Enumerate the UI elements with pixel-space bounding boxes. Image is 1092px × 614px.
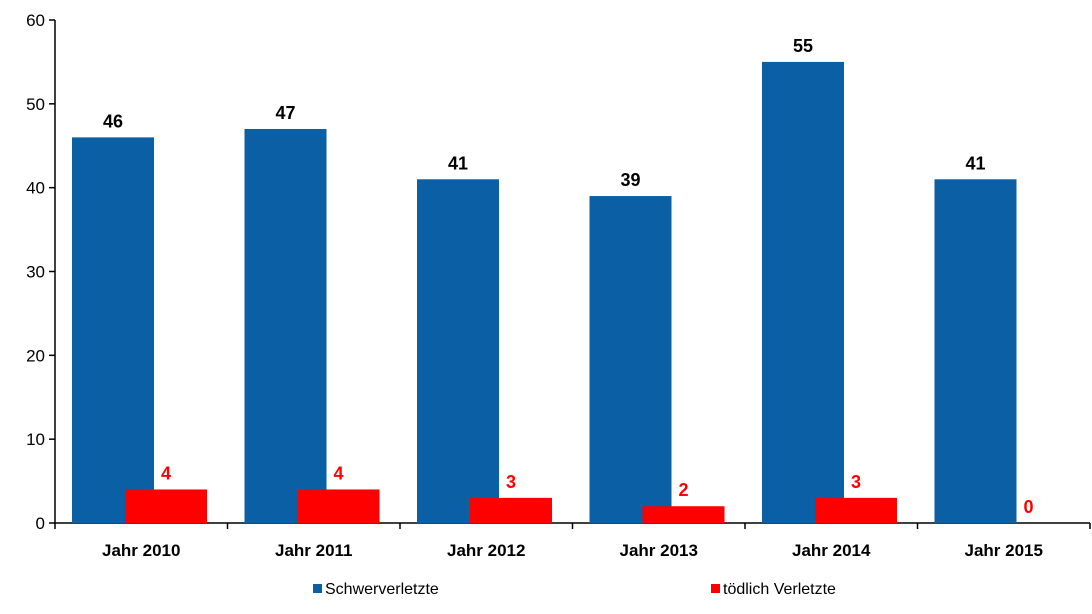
bar-schwerverletzte — [589, 196, 672, 524]
data-label-schwerverletzte: 41 — [965, 153, 985, 173]
x-tick-label: Jahr 2013 — [620, 541, 698, 560]
x-tick-label: Jahr 2010 — [102, 541, 180, 560]
data-label-schwerverletzte: 46 — [103, 111, 123, 131]
data-label-toedlich-verletzte: 3 — [851, 472, 861, 492]
data-label-schwerverletzte: 47 — [275, 103, 295, 123]
x-tick-label: Jahr 2012 — [447, 541, 525, 560]
bar-schwerverletzte — [762, 61, 844, 524]
bar-schwerverletzte — [417, 179, 499, 524]
data-labels: 46 4 47 4 41 3 39 2 55 3 41 0 — [103, 36, 1034, 517]
bar-toedlich-verletzte — [125, 489, 207, 523]
bar-schwerverletzte — [72, 137, 154, 523]
bar-toedlich-verletzte — [815, 497, 897, 523]
x-tick-label: Jahr 2014 — [792, 541, 871, 560]
y-tick-label: 40 — [26, 179, 45, 198]
legend-item-toedlich-verletzte: tödlich Verletzte — [723, 581, 836, 598]
bar-schwerverletzte — [934, 179, 1017, 524]
legend-item-schwerverletzte: Schwerverletzte — [325, 581, 439, 598]
data-label-toedlich-verletzte: 4 — [333, 463, 343, 483]
y-tick-label: 10 — [26, 430, 45, 449]
data-label-schwerverletzte: 41 — [448, 153, 468, 173]
legend-swatch-schwerverletzte — [313, 584, 322, 593]
data-label-toedlich-verletzte: 4 — [161, 463, 171, 483]
bar-toedlich-verletzte — [470, 497, 552, 523]
legend-swatch-toedlich-verletzte — [711, 584, 720, 593]
data-label-schwerverletzte: 55 — [793, 36, 813, 56]
data-label-toedlich-verletzte: 0 — [1023, 497, 1033, 517]
data-label-toedlich-verletzte: 2 — [678, 480, 688, 500]
y-tick-label: 0 — [36, 514, 45, 533]
bar-schwerverletzte — [244, 128, 327, 523]
legend: Schwerverletzte tödlich Verletzte — [313, 581, 836, 598]
bar-toedlich-verletzte — [642, 506, 725, 523]
y-tick-label: 60 — [26, 11, 45, 30]
bars — [72, 61, 1017, 524]
data-label-schwerverletzte: 39 — [620, 170, 640, 190]
x-tick-label: Jahr 2015 — [965, 541, 1043, 560]
y-tick-label: 20 — [26, 346, 45, 365]
x-tick-label: Jahr 2011 — [275, 541, 353, 560]
data-label-toedlich-verletzte: 3 — [506, 472, 516, 492]
y-tick-label: 30 — [26, 263, 45, 282]
y-tick-label: 50 — [26, 95, 45, 114]
bar-toedlich-verletzte — [297, 489, 380, 523]
